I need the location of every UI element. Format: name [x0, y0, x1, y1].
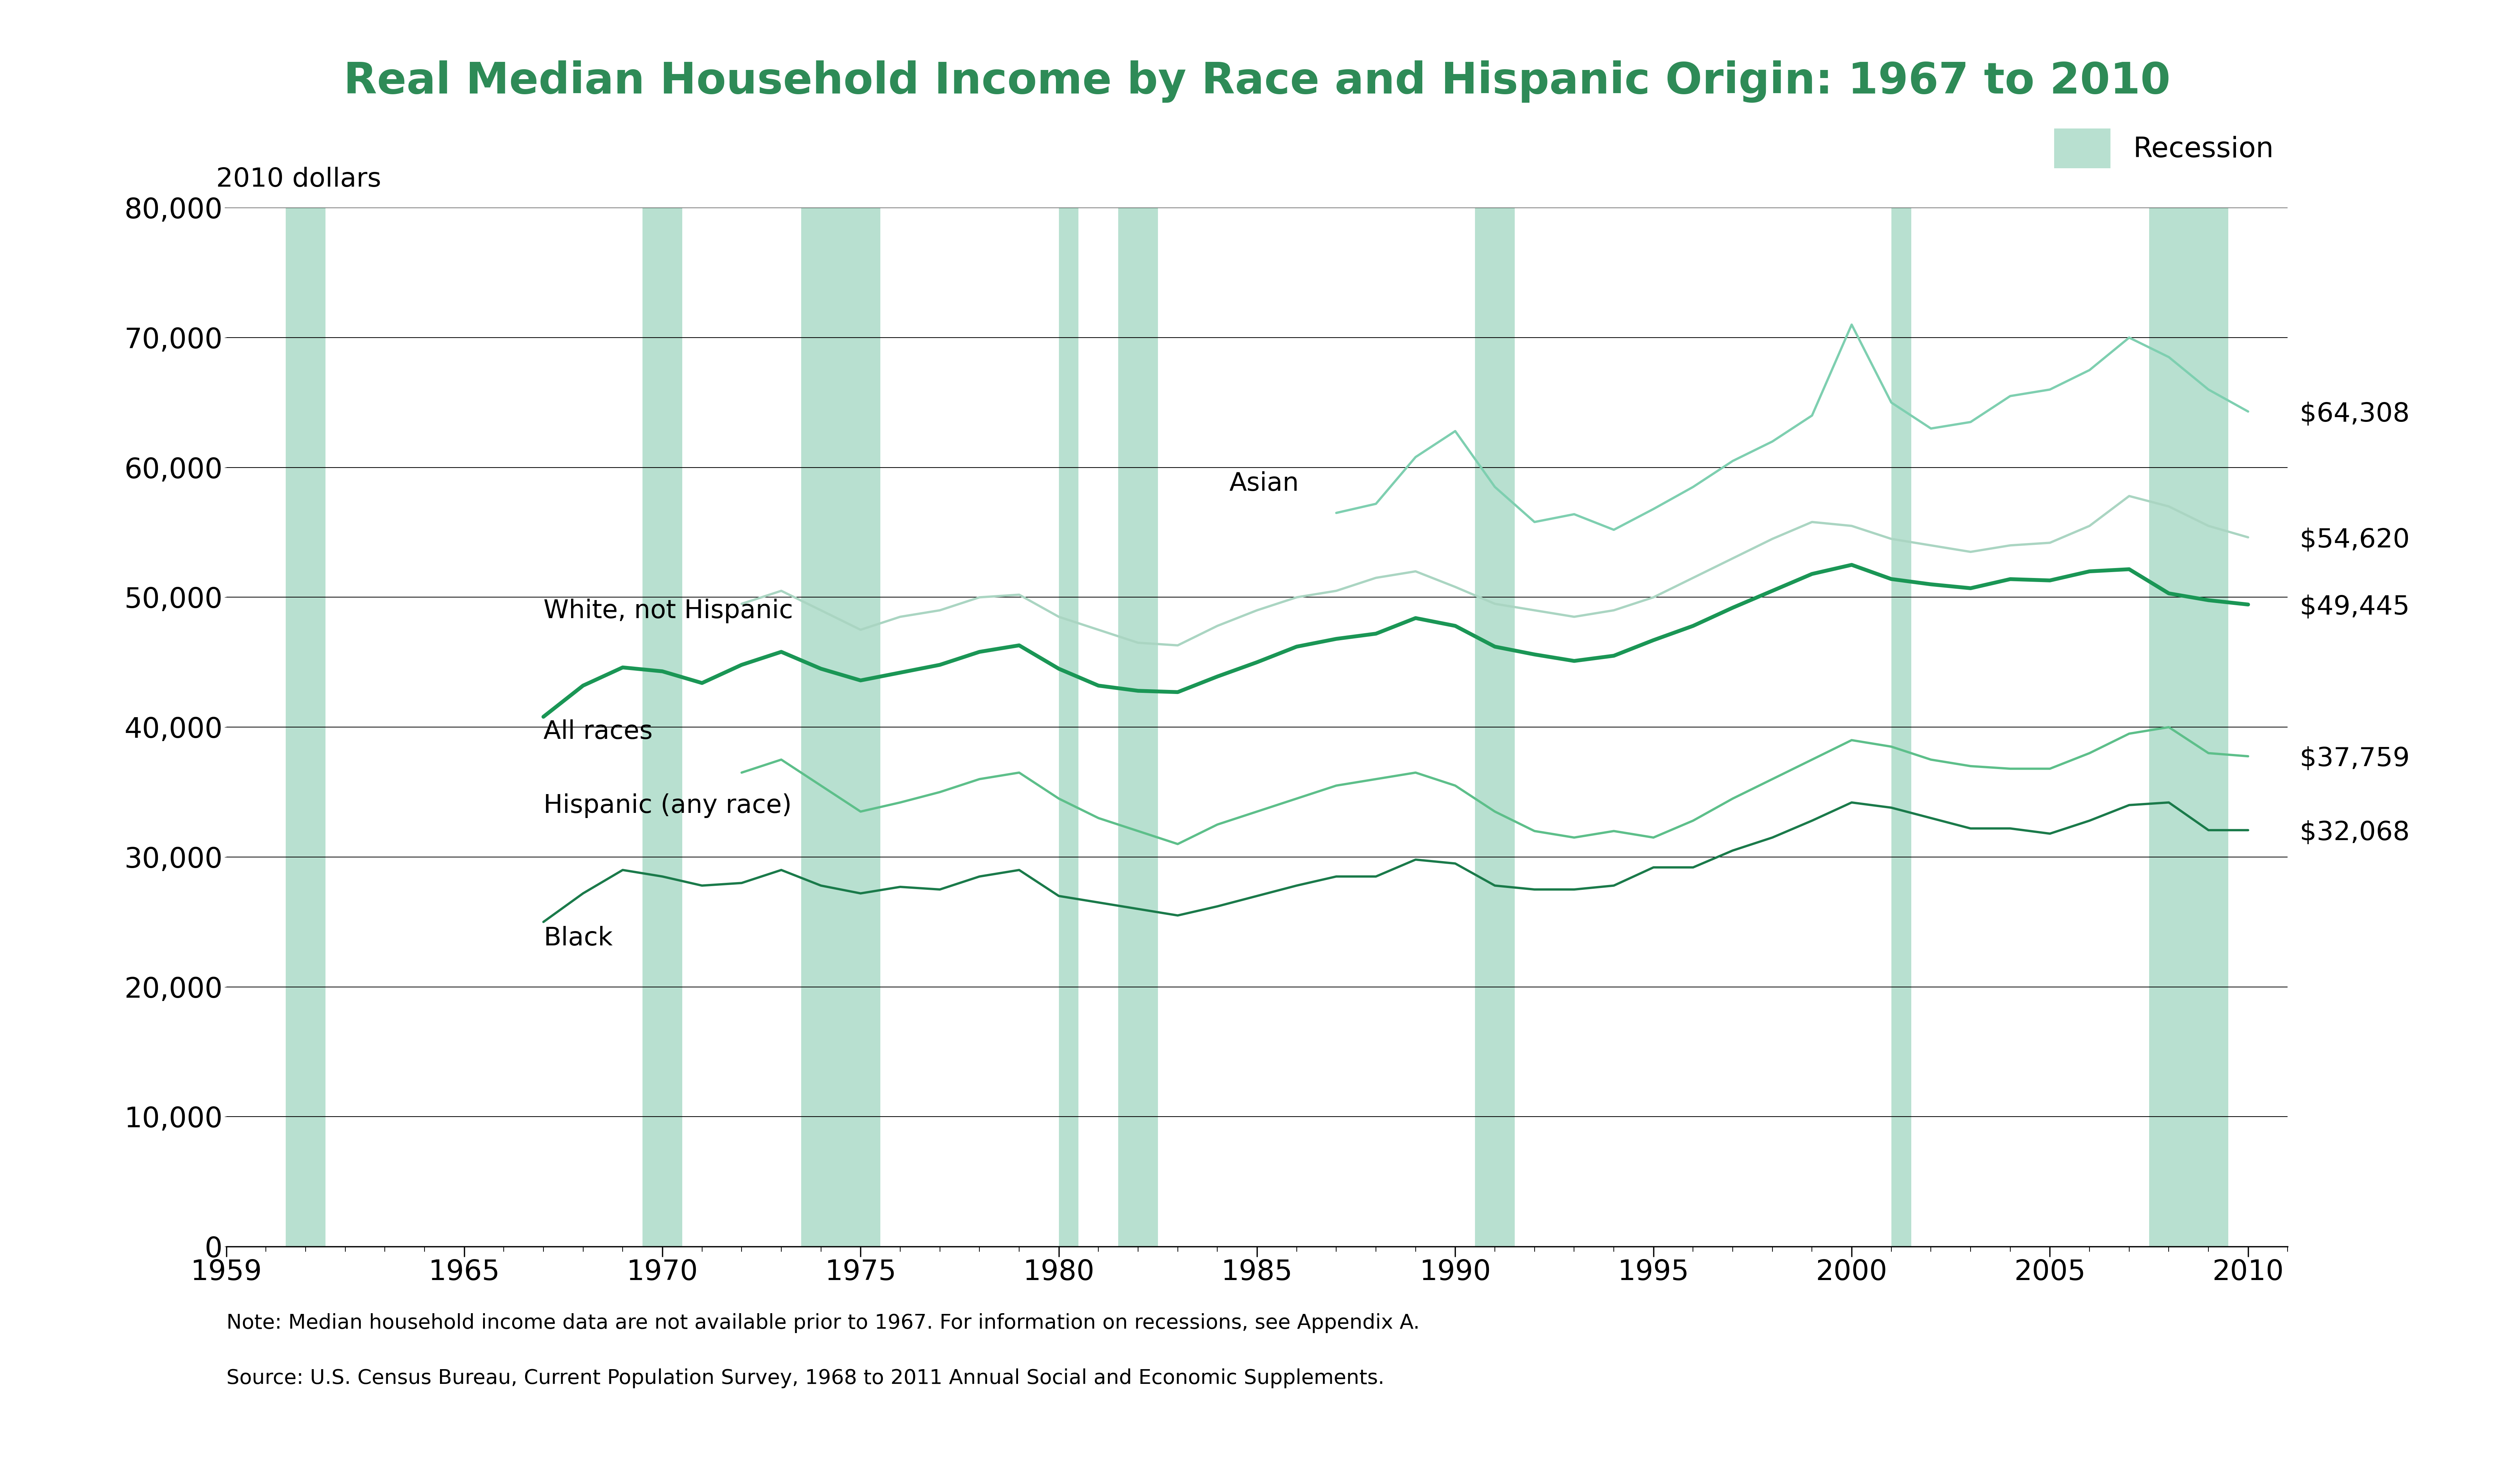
Text: Hispanic (any race): Hispanic (any race) — [543, 794, 792, 818]
Bar — [2149, 208, 2227, 1247]
Bar — [644, 208, 681, 1247]
Bar — [1476, 208, 1513, 1247]
Text: 2010 dollars: 2010 dollars — [216, 166, 382, 193]
Bar — [1891, 208, 1911, 1247]
Text: Real Median Household Income by Race and Hispanic Origin: 1967 to 2010: Real Median Household Income by Race and… — [344, 61, 2170, 102]
Bar — [1119, 208, 1159, 1247]
Legend: Recession: Recession — [2054, 128, 2273, 168]
Text: Source: U.S. Census Bureau, Current Population Survey, 1968 to 2011 Annual Socia: Source: U.S. Census Bureau, Current Popu… — [226, 1368, 1385, 1388]
Text: All races: All races — [543, 720, 654, 743]
Text: White, not Hispanic: White, not Hispanic — [543, 598, 792, 623]
Text: Note: Median household income data are not available prior to 1967. For informat: Note: Median household income data are n… — [226, 1313, 1420, 1333]
Bar — [802, 208, 880, 1247]
Text: Black: Black — [543, 926, 613, 951]
Bar — [287, 208, 324, 1247]
Bar — [1058, 208, 1079, 1247]
Text: Asian: Asian — [1229, 472, 1300, 496]
